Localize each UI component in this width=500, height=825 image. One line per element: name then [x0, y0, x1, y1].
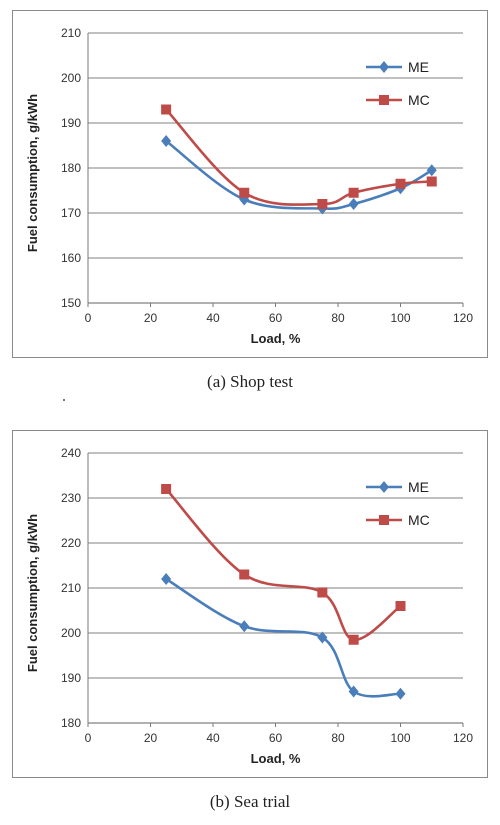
x-tick-label: 120 [453, 731, 473, 745]
x-tick-label: 100 [390, 311, 410, 325]
x-tick-label: 80 [331, 311, 345, 325]
legend-label-mc: MC [408, 92, 430, 108]
data-point-me [348, 198, 359, 210]
y-tick-label: 150 [61, 296, 81, 310]
series-line-mc [165, 488, 402, 642]
data-point-mc [239, 187, 250, 198]
data-point-mc [395, 178, 406, 189]
y-tick-label: 220 [61, 536, 81, 550]
data-point-mc [395, 601, 406, 611]
chart-panel-shop-test: 150 160 170 180 190 200 210 0 20 40 60 80 100 120 Load… [12, 10, 488, 358]
x-tick-label: 40 [206, 311, 220, 325]
x-tick-label: 0 [85, 311, 92, 325]
data-point-me [348, 685, 359, 698]
x-axis-title: Load, % [251, 751, 301, 766]
chart-shop-test: 150 160 170 180 190 200 210 0 20 40 60 80 100 120 Load… [25, 26, 473, 346]
x-axis-title: Load, % [251, 331, 301, 346]
data-point-me [395, 687, 406, 700]
x-tick-label: 60 [269, 731, 283, 745]
x-tick-label: 20 [144, 311, 158, 325]
x-tick-label: 20 [144, 731, 158, 745]
data-point-me [317, 631, 328, 644]
data-point-mc [317, 587, 328, 598]
legend-marker-me [379, 481, 389, 493]
y-tick-label: 190 [61, 116, 81, 130]
data-point-mc [317, 199, 328, 209]
x-tick-label: 40 [206, 731, 220, 745]
data-point-mc [426, 176, 437, 187]
caption-shop-test: (a) Shop test [207, 372, 293, 391]
legend-marker-mc [379, 515, 389, 525]
x-tick-label: 120 [453, 311, 473, 325]
legend-label-me: ME [408, 479, 429, 495]
y-axis-title: Fuel consumption, g/kWh [25, 94, 40, 252]
data-point-me [426, 164, 437, 177]
y-tick-label: 180 [61, 161, 81, 175]
data-point-me [161, 135, 172, 147]
data-point-mc [161, 104, 172, 115]
x-tick-label: 80 [331, 731, 345, 745]
y-tick-label: 210 [61, 26, 81, 40]
x-tick-label: 100 [390, 731, 410, 745]
y-tick-label: 190 [61, 671, 81, 685]
legend-marker-mc [379, 95, 389, 105]
legend-label-me: ME [408, 59, 429, 75]
y-tick-label: 230 [61, 491, 81, 505]
y-tick-label: 200 [61, 71, 81, 85]
data-point-mc [239, 569, 250, 580]
y-axis-title: Fuel consumption, g/kWh [25, 514, 40, 672]
y-tick-label: 200 [61, 626, 81, 640]
chart-panel-sea-trial: 180 190 200 210 220 230 240 0 20 40 60 80 100 120 Load… [12, 430, 488, 778]
data-point-me [239, 620, 250, 633]
y-tick-label: 170 [61, 206, 81, 220]
x-tick-label: 60 [269, 311, 283, 325]
data-point-mc [348, 187, 359, 198]
legend-label-mc: MC [408, 512, 430, 528]
x-tick-label: 0 [85, 731, 92, 745]
stray-dot [63, 399, 65, 401]
chart-sea-trial: 180 190 200 210 220 230 240 0 20 40 60 80 100 120 Load… [25, 446, 473, 766]
series-line-me [165, 139, 433, 210]
y-tick-label: 210 [61, 581, 81, 595]
y-tick-label: 160 [61, 251, 81, 265]
data-point-mc [348, 634, 359, 645]
legend-marker-me [379, 61, 389, 73]
y-tick-label: 240 [61, 446, 81, 460]
data-point-mc [161, 484, 172, 494]
caption-sea-trial: (b) Sea trial [209, 792, 291, 811]
y-tick-label: 180 [61, 716, 81, 730]
data-point-me [161, 573, 172, 585]
